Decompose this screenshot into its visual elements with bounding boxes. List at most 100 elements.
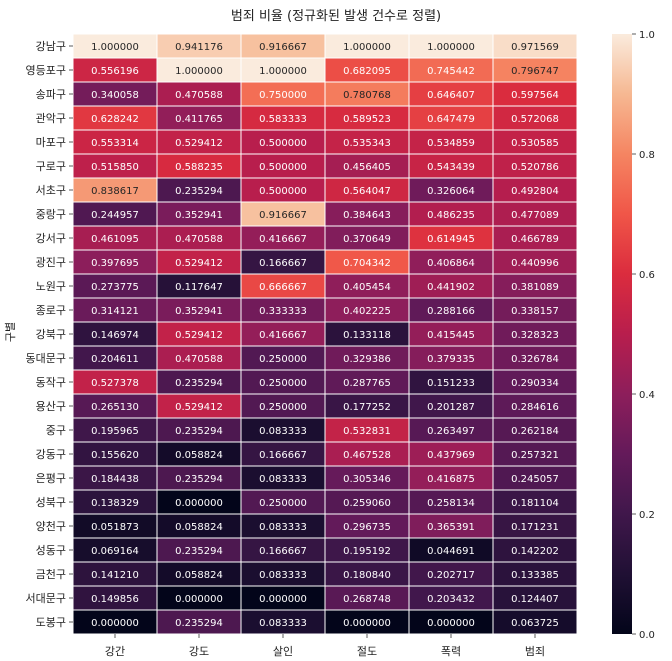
cell-value-label: 0.971569 bbox=[511, 42, 559, 53]
cell-value-label: 0.262184 bbox=[511, 426, 559, 437]
cell-value-label: 0.370649 bbox=[343, 234, 391, 245]
row-tick-label: 관악구 bbox=[36, 112, 66, 125]
cell-value-label: 0.780768 bbox=[343, 90, 391, 101]
heatmap-cell bbox=[492, 417, 578, 443]
cell-value-label: 0.177252 bbox=[343, 402, 391, 413]
cell-value-label: 0.500000 bbox=[259, 162, 307, 173]
heatmap-cell bbox=[324, 465, 410, 491]
cell-value-label: 0.259060 bbox=[343, 498, 391, 509]
heatmap-cell bbox=[492, 273, 578, 299]
heatmap-cell bbox=[408, 537, 494, 563]
cell-value-label: 0.535343 bbox=[343, 138, 391, 149]
cell-value-label: 0.058824 bbox=[175, 522, 223, 533]
row-tick-label: 송파구 bbox=[36, 88, 66, 101]
row-tick-label: 광진구 bbox=[36, 256, 66, 269]
cell-value-label: 0.415445 bbox=[427, 330, 475, 341]
heatmap-cell bbox=[492, 609, 578, 635]
colorbar-tick-label: 0.0 bbox=[639, 630, 655, 641]
row-tick-label: 금천구 bbox=[36, 567, 66, 581]
cell-value-label: 0.245057 bbox=[511, 474, 559, 485]
y-axis-label: 구별 bbox=[4, 322, 17, 342]
cell-value-label: 0.171231 bbox=[511, 522, 559, 533]
heatmap-cell bbox=[408, 321, 494, 347]
heatmap-cell bbox=[324, 489, 410, 515]
heatmap-cell bbox=[408, 81, 494, 107]
cell-value-label: 0.000000 bbox=[175, 594, 223, 605]
colorbar bbox=[612, 34, 632, 634]
cell-value-label: 0.195192 bbox=[343, 546, 391, 557]
cell-value-label: 0.250000 bbox=[259, 378, 307, 389]
cell-value-label: 1.000000 bbox=[259, 66, 307, 77]
heatmap-cell bbox=[408, 369, 494, 395]
column-tick-label: 범죄 bbox=[525, 645, 545, 658]
cell-value-label: 0.257321 bbox=[511, 450, 559, 461]
cell-value-label: 1.000000 bbox=[427, 42, 475, 53]
cell-value-label: 0.397695 bbox=[91, 258, 139, 269]
cell-value-label: 0.263497 bbox=[427, 426, 475, 437]
heatmap-cell bbox=[492, 369, 578, 395]
cell-value-label: 0.838617 bbox=[91, 186, 139, 197]
cell-value-label: 0.235294 bbox=[175, 378, 223, 389]
cell-value-label: 0.500000 bbox=[259, 138, 307, 149]
heatmap-cell bbox=[240, 345, 326, 371]
heatmap-cell bbox=[240, 297, 326, 323]
cell-value-label: 0.492804 bbox=[511, 186, 559, 197]
cell-value-label: 0.666667 bbox=[259, 282, 307, 293]
cell-value-label: 0.000000 bbox=[343, 618, 391, 629]
heatmap-cell bbox=[240, 441, 326, 467]
cell-value-label: 1.000000 bbox=[343, 42, 391, 53]
cell-value-label: 0.235294 bbox=[175, 546, 223, 557]
cell-value-label: 0.250000 bbox=[259, 402, 307, 413]
cell-value-label: 1.000000 bbox=[175, 66, 223, 77]
cell-value-label: 0.529412 bbox=[175, 138, 223, 149]
cell-value-label: 0.000000 bbox=[91, 618, 139, 629]
heatmap-cell bbox=[492, 177, 578, 203]
cell-value-label: 0.305346 bbox=[343, 474, 391, 485]
cell-value-label: 0.290334 bbox=[511, 378, 559, 389]
cell-value-label: 0.204611 bbox=[91, 354, 139, 365]
row-tick-label: 종로구 bbox=[36, 304, 66, 317]
heatmap-cell bbox=[324, 129, 410, 155]
cell-value-label: 0.470588 bbox=[175, 234, 223, 245]
heatmap-cell bbox=[492, 441, 578, 467]
heatmap-cell bbox=[492, 81, 578, 107]
cell-value-label: 0.288166 bbox=[427, 306, 475, 317]
cell-value-label: 0.051873 bbox=[91, 522, 139, 533]
cell-value-label: 0.750000 bbox=[259, 90, 307, 101]
cell-value-label: 0.000000 bbox=[259, 594, 307, 605]
heatmap-cell bbox=[72, 537, 158, 563]
cell-value-label: 0.287765 bbox=[343, 378, 391, 389]
heatmap-cell bbox=[72, 393, 158, 419]
cell-value-label: 0.529412 bbox=[175, 258, 223, 269]
colorbar-tick-label: 0.6 bbox=[639, 270, 655, 281]
heatmap-cell bbox=[492, 57, 578, 83]
heatmap-cell bbox=[324, 513, 410, 539]
cell-value-label: 0.235294 bbox=[175, 474, 223, 485]
cell-value-label: 0.184438 bbox=[91, 474, 139, 485]
heatmap-cell bbox=[492, 153, 578, 179]
column-tick-labels: 강간 강도 살인 절도 폭력 범죄 bbox=[105, 634, 545, 658]
cell-value-label: 0.352941 bbox=[175, 210, 223, 221]
cell-value-label: 0.166667 bbox=[259, 450, 307, 461]
row-tick-label: 중랑구 bbox=[36, 208, 66, 221]
heatmap-cell bbox=[156, 81, 242, 107]
cell-value-label: 0.527378 bbox=[91, 378, 139, 389]
cell-value-label: 0.416667 bbox=[259, 330, 307, 341]
cell-value-label: 0.352941 bbox=[175, 306, 223, 317]
cell-value-label: 0.647479 bbox=[427, 114, 475, 125]
row-tick-label: 도봉구 bbox=[36, 616, 66, 629]
cell-value-label: 0.329386 bbox=[343, 354, 391, 365]
heatmap-cell bbox=[408, 441, 494, 467]
cell-value-label: 0.155620 bbox=[91, 450, 139, 461]
cell-value-label: 0.500000 bbox=[259, 186, 307, 197]
cell-value-label: 0.166667 bbox=[259, 258, 307, 269]
row-tick-label: 강서구 bbox=[36, 232, 66, 245]
cell-value-label: 0.588235 bbox=[175, 162, 223, 173]
heatmap-cell bbox=[324, 321, 410, 347]
cell-value-label: 0.265130 bbox=[91, 402, 139, 413]
heatmap-cell bbox=[240, 369, 326, 395]
heatmap-cell bbox=[72, 585, 158, 611]
cell-value-label: 0.405454 bbox=[343, 282, 391, 293]
cell-value-label: 0.379335 bbox=[427, 354, 475, 365]
